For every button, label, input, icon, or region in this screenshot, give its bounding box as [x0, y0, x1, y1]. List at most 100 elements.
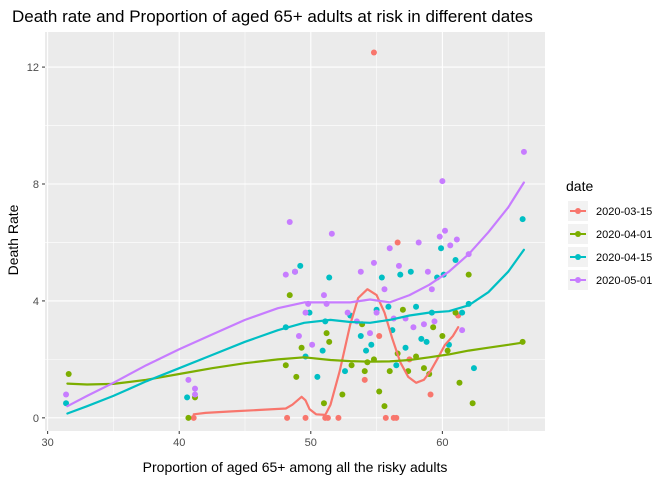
data-point	[444, 347, 451, 354]
chart-title: Death rate and Proportion of aged 65+ ad…	[12, 7, 533, 26]
data-point	[357, 333, 364, 339]
data-point	[370, 259, 377, 266]
data-point	[519, 216, 526, 223]
y-axis-title: Death Rate	[5, 204, 21, 275]
data-point	[335, 414, 342, 421]
data-point	[367, 330, 373, 337]
x-tick-label: 30	[42, 437, 54, 449]
data-point	[397, 271, 404, 278]
data-point	[319, 347, 326, 354]
series-2020-04-01	[65, 271, 526, 421]
data-point	[368, 341, 375, 348]
data-point	[456, 379, 463, 386]
data-point	[190, 414, 197, 421]
data-point	[185, 376, 192, 383]
legend: date 2020-03-15 2020-04-01 2020-04-15 2020-…	[566, 178, 652, 290]
data-point	[339, 391, 346, 398]
data-point	[286, 292, 293, 299]
legend-point	[575, 208, 581, 214]
data-point	[382, 414, 389, 421]
y-tick-label: 4	[33, 296, 39, 308]
data-point	[402, 344, 409, 351]
y-tick-label: 12	[27, 62, 39, 74]
data-point	[63, 400, 70, 407]
legend-label: 2020-04-01	[596, 229, 652, 241]
data-point	[415, 239, 422, 246]
data-point	[413, 303, 420, 310]
series-2020-05-01	[63, 148, 527, 398]
data-point	[386, 245, 393, 252]
data-point	[470, 365, 477, 372]
data-point	[65, 371, 72, 377]
data-point	[328, 230, 335, 237]
data-point	[423, 338, 430, 345]
data-point	[323, 330, 330, 337]
data-point	[326, 274, 333, 281]
x-tick-label: 50	[305, 437, 317, 449]
legend-point	[575, 277, 581, 283]
y-tick-label: 0	[33, 413, 39, 425]
data-point	[393, 362, 400, 369]
data-point	[420, 365, 427, 372]
data-point	[293, 373, 300, 380]
data-point	[381, 403, 388, 410]
data-point	[192, 385, 198, 392]
legend-item: 2020-05-01	[568, 270, 652, 290]
data-point	[447, 242, 454, 249]
data-point	[459, 309, 466, 316]
data-point	[453, 236, 460, 243]
legend-label: 2020-05-01	[596, 275, 652, 287]
data-point	[326, 338, 333, 345]
data-point	[465, 271, 472, 278]
data-point	[282, 362, 289, 369]
data-point	[363, 347, 370, 354]
series-layer	[63, 49, 527, 421]
x-tick-label: 40	[173, 437, 185, 449]
data-point	[452, 309, 459, 316]
smooth-line-2020-04-15	[66, 248, 525, 415]
legend-label: 2020-04-15	[596, 252, 652, 264]
data-point	[439, 333, 446, 339]
data-point	[428, 286, 435, 293]
plot-panel	[45, 32, 545, 431]
grid	[45, 32, 545, 431]
data-point	[192, 391, 198, 398]
data-point	[407, 268, 414, 275]
x-axis-title: Proportion of aged 65+ among all the ris…	[143, 459, 448, 475]
data-point	[459, 327, 466, 334]
data-point	[381, 286, 388, 293]
data-point	[361, 368, 368, 375]
data-point	[376, 388, 383, 395]
y-tick-label: 8	[33, 179, 39, 191]
data-point	[298, 344, 305, 351]
data-point	[394, 239, 401, 246]
data-point	[442, 227, 448, 234]
legend-item: 2020-03-15	[568, 201, 652, 221]
data-point	[418, 335, 425, 342]
legend-item: 2020-04-01	[568, 224, 652, 244]
data-point	[399, 306, 406, 313]
legend-point	[575, 254, 581, 260]
data-point	[302, 309, 309, 316]
legend-point	[575, 231, 581, 237]
data-point	[324, 414, 331, 421]
data-point	[420, 321, 427, 328]
data-point	[520, 148, 527, 155]
data-point	[427, 391, 434, 398]
data-point	[302, 414, 309, 421]
legend-title: date	[566, 178, 593, 194]
data-point	[361, 376, 368, 383]
data-point	[469, 400, 476, 407]
data-point	[63, 391, 70, 398]
axes: 30 40 50 60 0 4 8 12	[27, 62, 449, 449]
data-point	[284, 414, 291, 421]
data-point	[320, 292, 327, 299]
data-point	[438, 245, 445, 252]
data-point	[344, 309, 351, 316]
data-point	[452, 257, 459, 263]
data-point	[282, 271, 289, 278]
data-point	[373, 309, 380, 316]
data-point	[357, 268, 364, 275]
data-point	[370, 49, 377, 56]
